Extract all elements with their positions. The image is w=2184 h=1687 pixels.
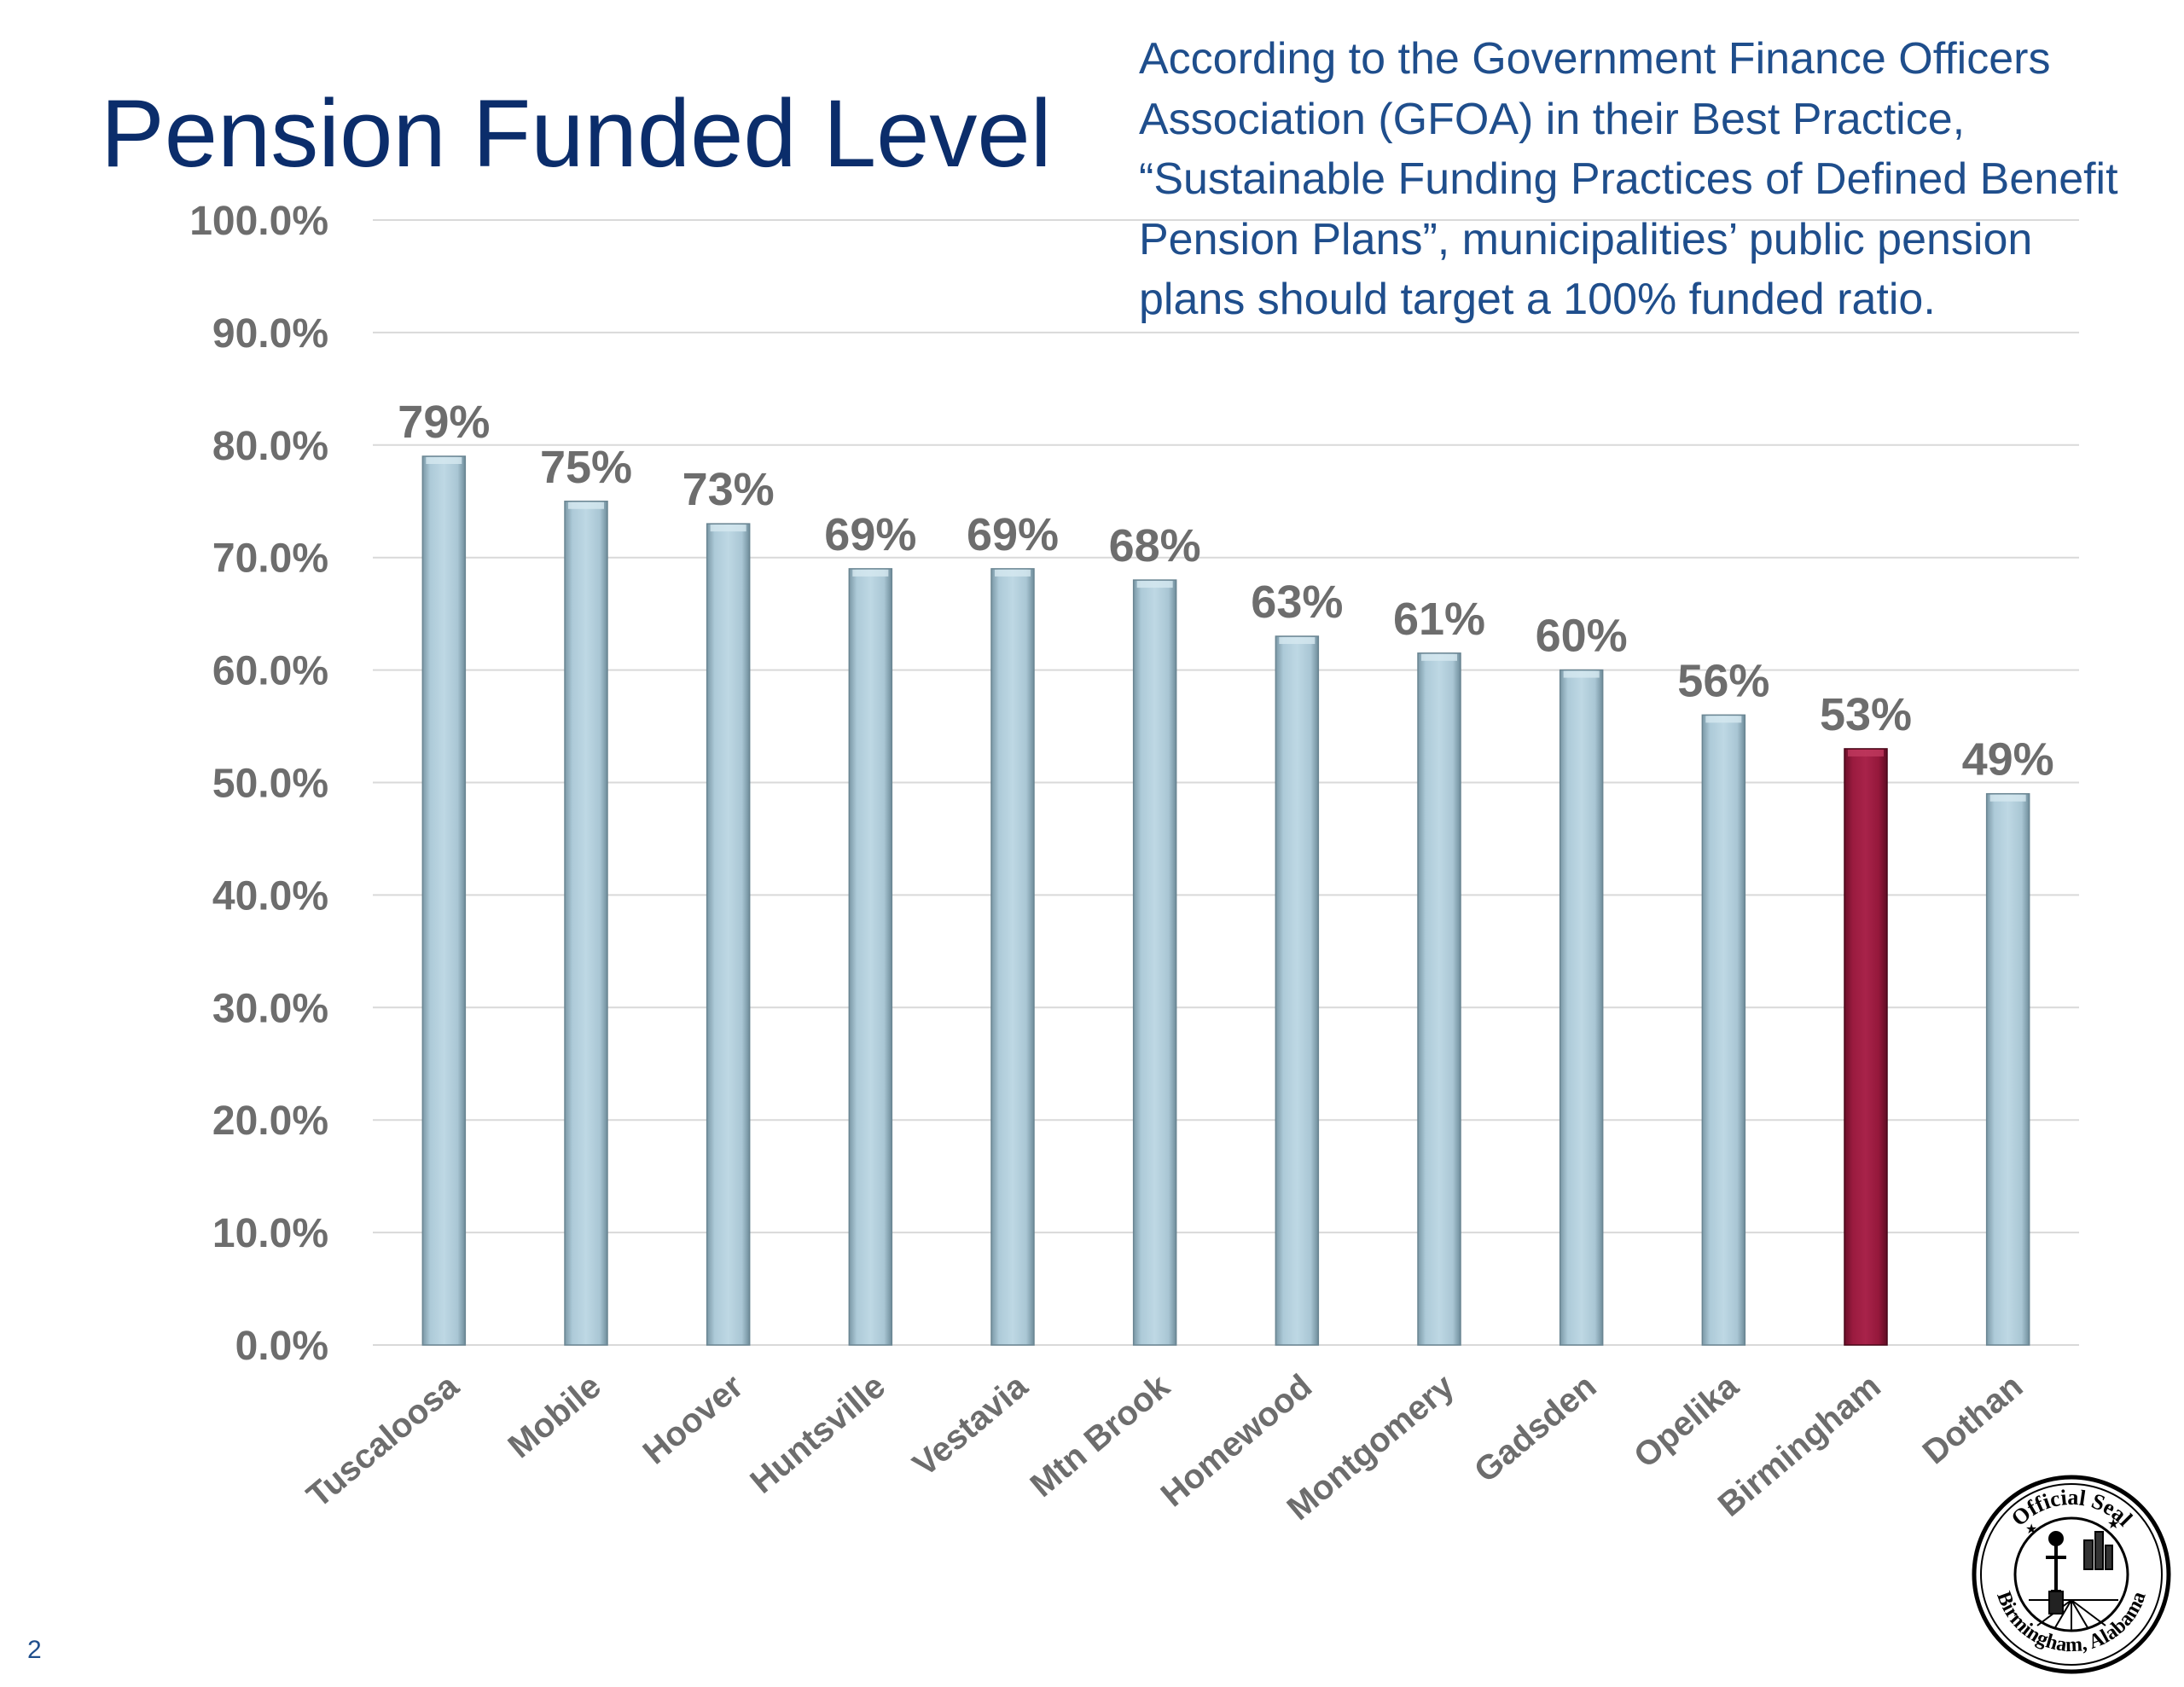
y-tick-label: 30.0% [212,986,328,1031]
quote-line: plans should target a 100% funded ratio. [1139,275,1936,324]
svg-text:★: ★ [2025,1522,2037,1537]
y-tick-label: 100.0% [189,199,328,244]
category-label: Tuscaloosa [300,1367,467,1516]
data-label: 49% [1962,734,2054,786]
bar-cap [995,569,1031,577]
category-label: Vestavia [906,1367,1036,1484]
bar-cap [1563,670,1600,678]
page-number: 2 [27,1636,42,1664]
y-tick-label: 90.0% [212,311,328,357]
y-tick-label: 0.0% [235,1324,328,1369]
data-label: 69% [967,509,1059,560]
bar-huntsville [848,568,893,1346]
data-label: 63% [1251,577,1343,628]
bar-opelika [1701,714,1746,1346]
bar-tuscaloosa [421,455,467,1346]
bar-cap [1136,581,1173,588]
bar-hoover [706,523,751,1346]
gfoa-quote: According to the Government Finance Offi… [1139,29,2163,330]
bar-mtn-brook [1132,579,1177,1346]
y-tick-label: 10.0% [212,1211,328,1256]
category-label: Dothan [1916,1367,2030,1471]
bar-cap [426,456,462,464]
bar-cap [1705,716,1742,723]
bar-cap [1279,637,1316,645]
data-label: 68% [1109,520,1201,571]
slide-title: Pension Funded Level [101,80,1052,187]
y-tick-label: 60.0% [212,649,328,694]
bar-homewood [1275,635,1320,1346]
y-tick-label: 80.0% [212,424,328,469]
y-tick-label: 50.0% [212,762,328,807]
bar-cap [1989,794,2026,802]
data-labels: 79% 75% 73% 69% 69% 68% 63% 61% 60% 56% 53% 49% [398,397,2053,786]
category-label: Mtn Brook [1024,1367,1177,1504]
bar-cap [852,569,889,577]
category-label: Mobile [501,1367,607,1465]
city-seal-logo: Official Seal Birmingham, Alabama ★ ★ [1972,1475,2171,1674]
data-label: 61% [1393,594,1485,645]
y-tick-label: 70.0% [212,536,328,582]
bar-vestavia [990,568,1035,1346]
data-label: 56% [1677,655,1769,706]
bar-birmingham [1844,748,1888,1346]
data-label: 73% [682,464,775,515]
quote-line: “Sustainable Funding Practices of Define… [1139,154,2118,204]
svg-text:★: ★ [2107,1517,2119,1532]
data-label: 69% [824,509,916,560]
quote-line: Association (GFOA) in their Best Practic… [1139,94,1966,144]
category-label: Gadsden [1467,1367,1603,1490]
bar-dothan [1985,792,2030,1346]
y-tick-label: 40.0% [212,873,328,919]
bar-cap [568,501,604,509]
bar-mobile [564,501,608,1346]
y-axis-tick-labels: 0.0% 10.0% 20.0% 30.0% 40.0% 50.0% 60.0% 70.0% 8… [189,199,328,1369]
data-label: 79% [398,397,490,448]
data-label: 75% [540,442,632,493]
data-label: 60% [1536,611,1628,662]
gridlines [373,219,2079,1346]
bars [421,455,2030,1346]
quote-line: Pension Plans”, municipalities’ public p… [1139,214,2033,264]
category-label: Hoover [636,1367,751,1471]
y-tick-label: 20.0% [212,1099,328,1144]
bar-cap [1848,749,1884,757]
bar-gadsden [1559,669,1604,1346]
category-label: Opelika [1627,1367,1746,1475]
category-label: Huntsville [743,1367,892,1501]
bar-montgomery [1417,652,1461,1346]
data-label: 53% [1820,689,1912,740]
bar-cap [1421,653,1457,661]
bar-cap [710,525,746,532]
quote-line: According to the Government Finance Offi… [1139,34,2051,84]
seal-emblem-icon: ★ ★ [2025,1517,2119,1631]
